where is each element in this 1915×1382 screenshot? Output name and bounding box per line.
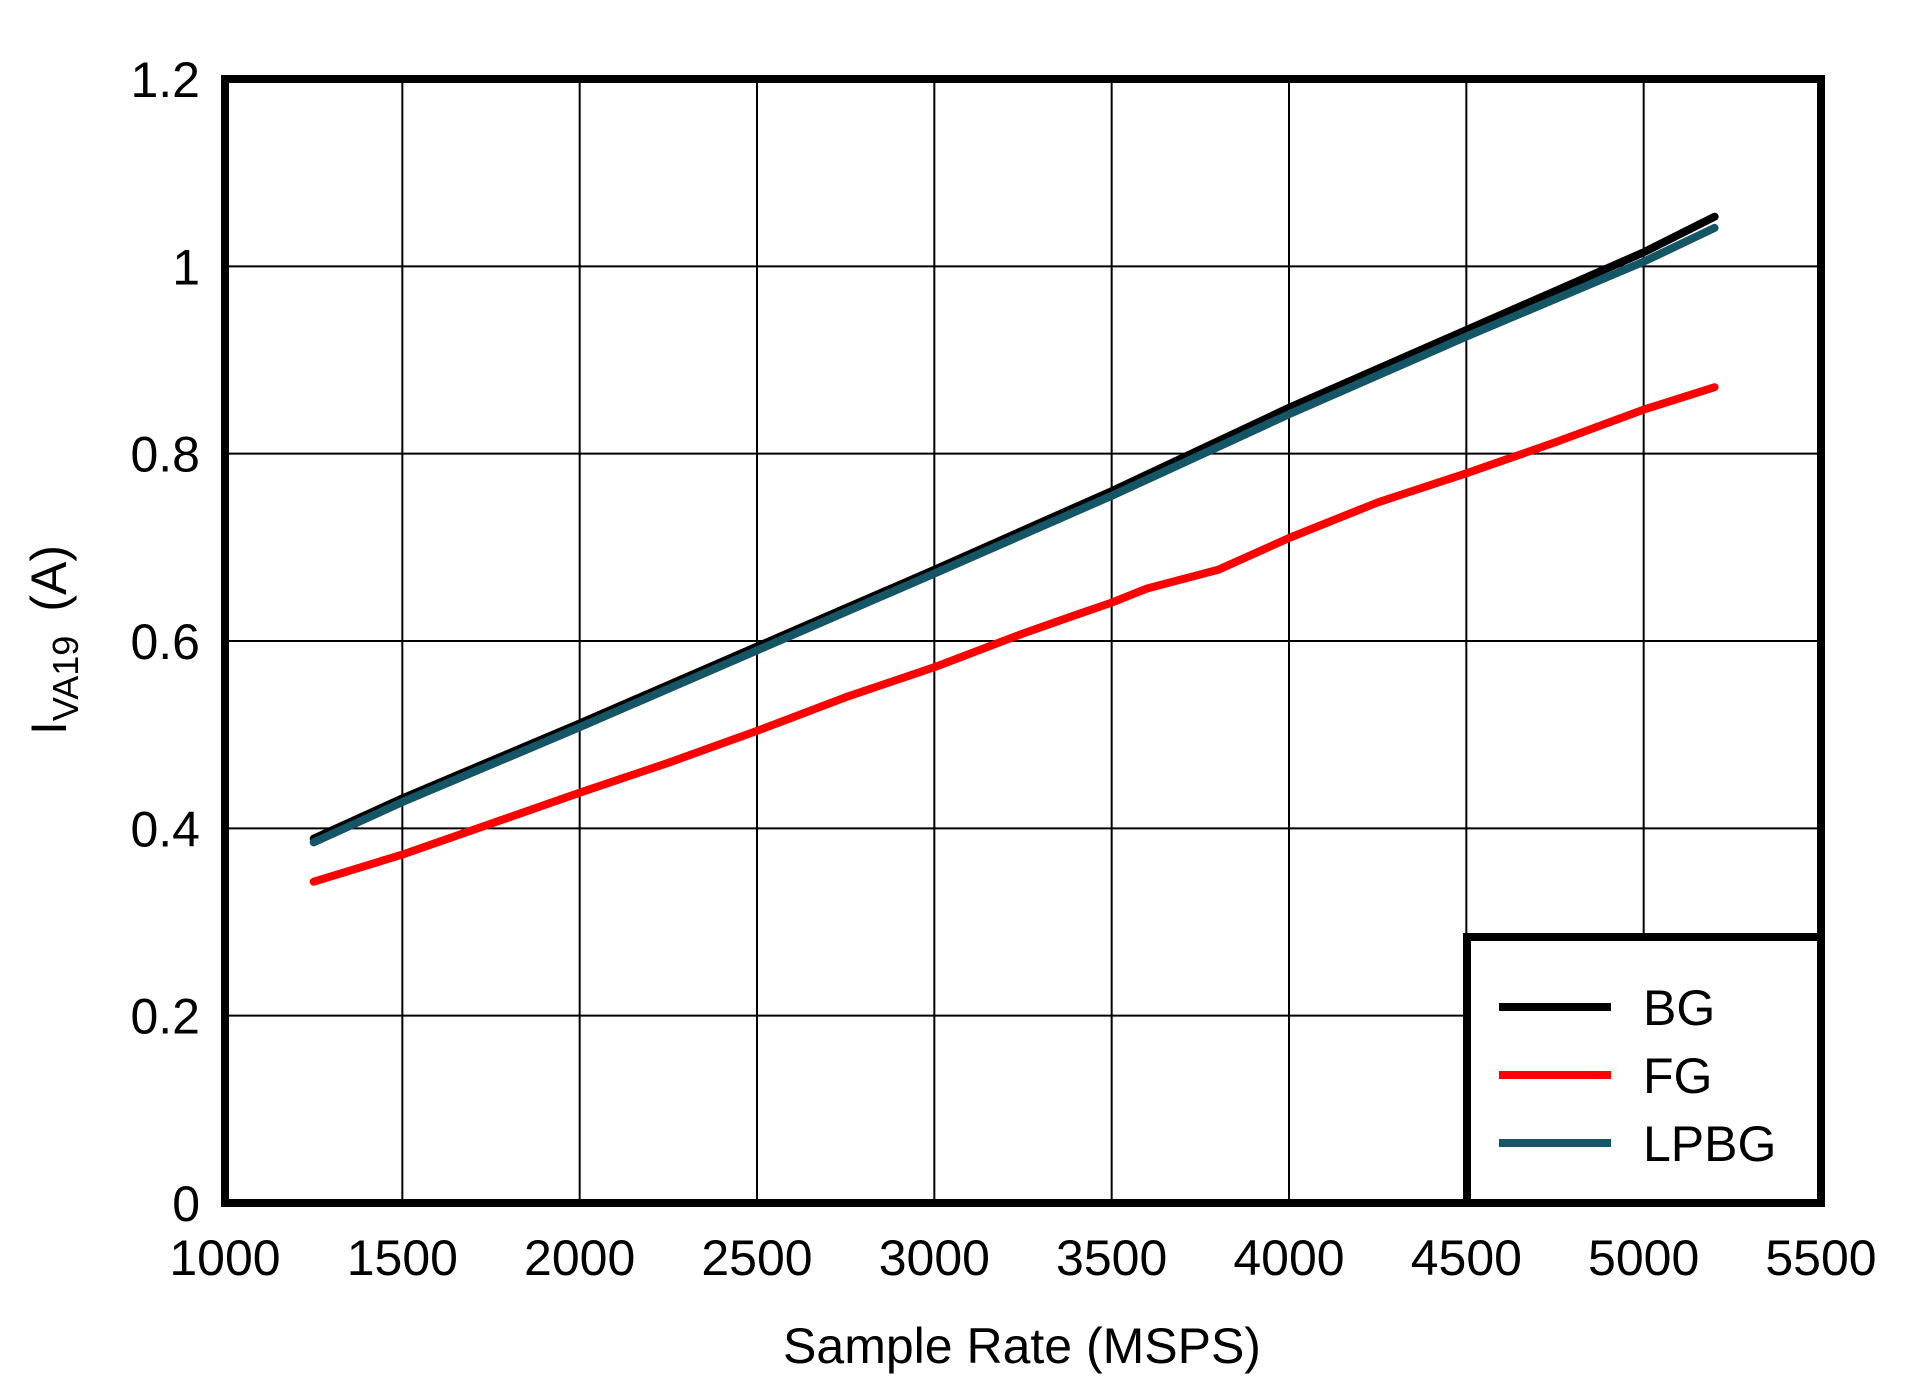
x-tick-label: 4000 (1233, 1230, 1344, 1286)
y-axis-ticks: 0 0.2 0.4 0.6 0.8 1 1.2 (130, 52, 200, 1232)
y-tick-label: 0.2 (130, 989, 200, 1045)
x-tick-label: 4500 (1411, 1230, 1522, 1286)
x-tick-label: 1000 (169, 1230, 280, 1286)
y-tick-label: 0.6 (130, 614, 200, 670)
x-tick-label: 5500 (1765, 1230, 1876, 1286)
plot-frame (221, 75, 1825, 1207)
y-tick-label: 0 (172, 1176, 200, 1232)
legend-label-fg: FG (1643, 1048, 1712, 1104)
x-axis-ticks: 1000 1500 2000 2500 3000 3500 4000 4500 5000 5500 (169, 1230, 1876, 1286)
x-tick-label: 3500 (1056, 1230, 1167, 1286)
series-line-fg (309, 383, 1719, 886)
y-tick-label: 0.8 (130, 427, 200, 483)
legend: BG FG LPBG (1463, 933, 1825, 1207)
legend-label-bg: BG (1643, 980, 1715, 1036)
x-tick-label: 2500 (701, 1230, 812, 1286)
y-tick-label: 1 (172, 239, 200, 295)
legend-box (1463, 933, 1825, 1207)
x-axis-title: Sample Rate (MSPS) (783, 1318, 1261, 1374)
y-axis-title-main: I (21, 721, 77, 735)
y-axis-title-subscript: VA19 (45, 636, 86, 721)
data-series (309, 212, 1719, 886)
x-tick-label: 1500 (347, 1230, 458, 1286)
x-tick-label: 5000 (1588, 1230, 1699, 1286)
y-axis-title-unit: (A) (21, 545, 77, 612)
y-tick-label: 0.4 (130, 801, 200, 857)
x-tick-label: 3000 (879, 1230, 990, 1286)
series-line-bg (309, 212, 1719, 843)
x-tick-label: 2000 (524, 1230, 635, 1286)
series-line-lpbg (309, 223, 1719, 847)
svg-text:IVA19(A): IVA19 (A) (21, 545, 86, 735)
y-tick-label: 1.2 (130, 52, 200, 108)
legend-label-lpbg: LPBG (1643, 1116, 1776, 1172)
y-axis-title: IVA19 (A) (21, 545, 86, 735)
grid-lines (225, 79, 1821, 1203)
